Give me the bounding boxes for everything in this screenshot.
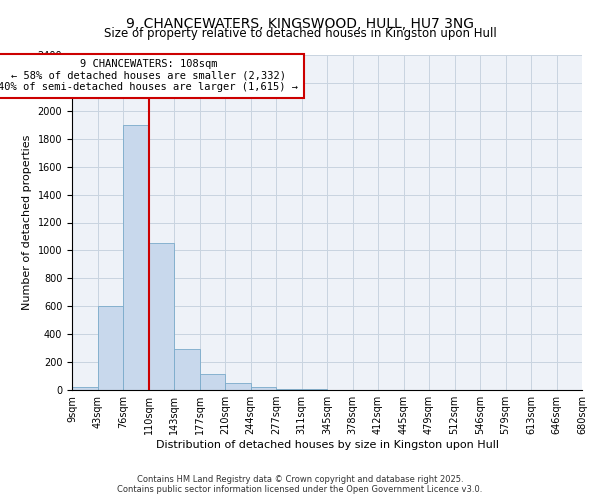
Text: Contains HM Land Registry data © Crown copyright and database right 2025.
Contai: Contains HM Land Registry data © Crown c… — [118, 474, 482, 494]
Bar — [199, 374, 225, 390]
X-axis label: Distribution of detached houses by size in Kingston upon Hull: Distribution of detached houses by size … — [155, 440, 499, 450]
Bar — [123, 125, 149, 390]
Bar — [97, 306, 123, 390]
Text: 9 CHANCEWATERS: 108sqm
← 58% of detached houses are smaller (2,332)
40% of semi-: 9 CHANCEWATERS: 108sqm ← 58% of detached… — [0, 59, 299, 92]
Bar — [174, 349, 199, 390]
Text: 9, CHANCEWATERS, KINGSWOOD, HULL, HU7 3NG: 9, CHANCEWATERS, KINGSWOOD, HULL, HU7 3N… — [126, 18, 474, 32]
Bar — [276, 388, 302, 390]
Text: Size of property relative to detached houses in Kingston upon Hull: Size of property relative to detached ho… — [104, 28, 496, 40]
Y-axis label: Number of detached properties: Number of detached properties — [22, 135, 32, 310]
Bar — [225, 384, 251, 390]
Bar — [251, 387, 276, 390]
Bar — [72, 387, 97, 390]
Bar — [149, 244, 174, 390]
